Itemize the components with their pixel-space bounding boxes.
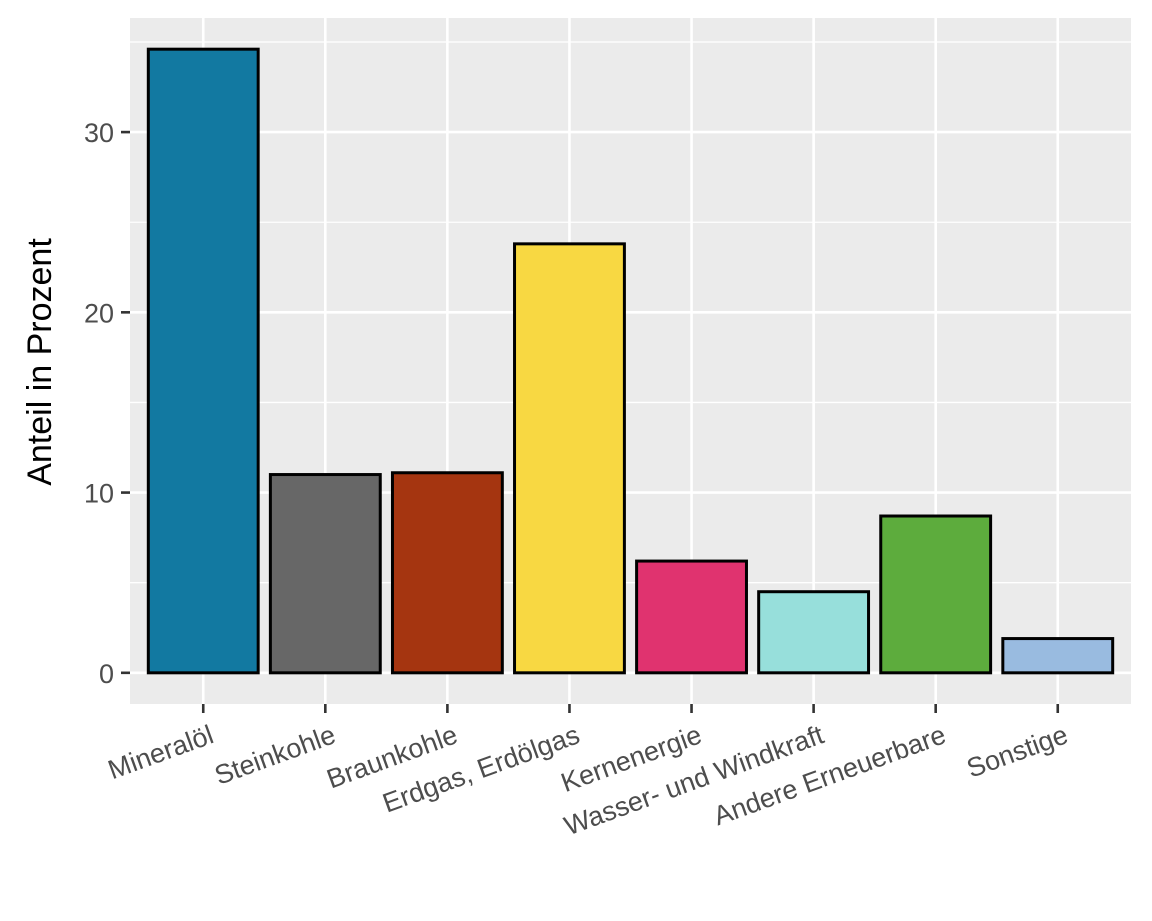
bar-6 <box>879 514 993 675</box>
x-tick-label: Mineralöl <box>104 719 217 785</box>
bar-1 <box>268 473 382 675</box>
bar-0 <box>146 47 260 675</box>
bar-4 <box>635 559 748 675</box>
y-tick-label: 10 <box>84 479 114 509</box>
x-tick-label: Steinkohle <box>211 719 340 790</box>
x-tick-label: Sonstige <box>963 719 1072 783</box>
bar-5 <box>757 590 871 675</box>
y-tick-label: 20 <box>84 298 114 328</box>
bar-7 <box>1001 637 1115 675</box>
y-axis-title: Anteil in Prozent <box>21 238 59 486</box>
bar-3 <box>513 242 626 675</box>
bars <box>146 47 1115 675</box>
bar-2 <box>390 471 504 675</box>
y-tick-label: 0 <box>99 659 114 689</box>
y-tick-label: 30 <box>84 118 114 148</box>
y-axis: 0 10 20 30 <box>84 118 130 689</box>
